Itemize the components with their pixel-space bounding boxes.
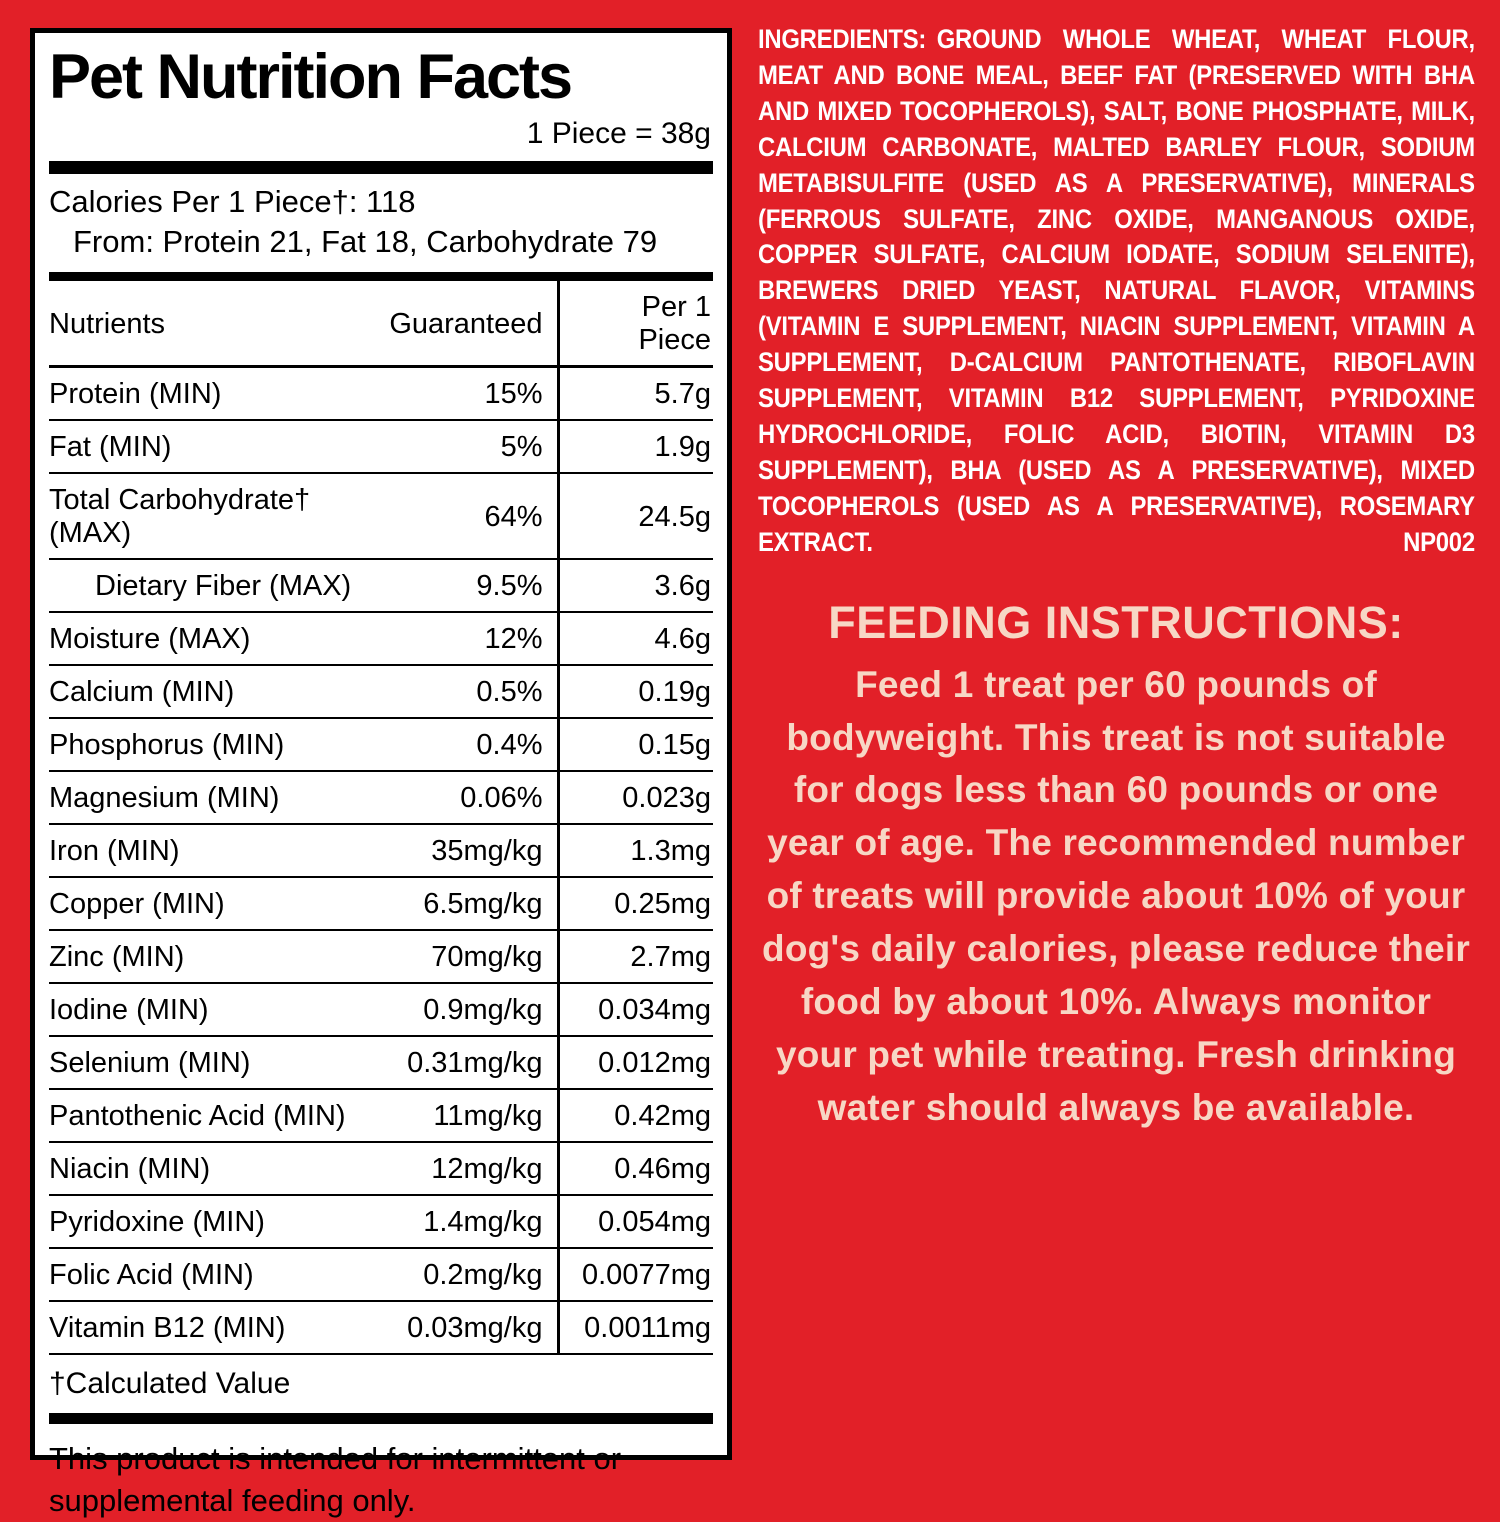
panel-title: Pet Nutrition Facts	[49, 42, 573, 112]
nutrient-per-piece-value: 0.0011mg	[556, 1301, 713, 1356]
nutrient-row: Magnesium (MIN) 0.06% 0.023g	[49, 771, 713, 826]
calories-line: Calories Per 1 Piece†: 118	[49, 184, 416, 220]
nutrient-per-piece-value: 0.023g	[556, 771, 713, 826]
nutrient-name: Magnesium (MIN)	[49, 771, 390, 826]
nutrient-name: Calcium (MIN)	[49, 665, 390, 720]
nutrient-per-piece-value: 2.7mg	[556, 930, 713, 985]
nutrient-guaranteed-value: 0.4%	[389, 718, 558, 773]
nutrient-name: Total Carbohydrate† (MAX)	[49, 473, 390, 561]
nutrition-facts-panel: Pet Nutrition Facts 1 Piece = 38g Calori…	[30, 28, 732, 1518]
nutrient-name: Zinc (MIN)	[49, 930, 390, 985]
nutrients-table-body: Protein (MIN) 15% 5.7g Fat (MIN) 5% 1.9g…	[49, 366, 713, 1356]
nutrient-row: Iodine (MIN) 0.9mg/kg 0.034mg	[49, 983, 713, 1038]
nutrient-guaranteed-value: 0.03mg/kg	[389, 1301, 558, 1356]
nutrient-name: Iron (MIN)	[49, 824, 390, 879]
feeding-instructions-text: Feed 1 treat per 60 pounds of bodyweight…	[762, 663, 1470, 1128]
nutrient-row: Moisture (MAX) 12% 4.6g	[49, 612, 713, 667]
nutrient-row: Dietary Fiber (MAX) 9.5% 3.6g	[49, 559, 713, 614]
nutrient-row: Niacin (MIN) 12mg/kg 0.46mg	[49, 1142, 713, 1197]
nutrient-per-piece-value: 0.054mg	[556, 1195, 713, 1250]
nutrient-name: Folic Acid (MIN)	[49, 1248, 390, 1303]
nutrient-per-piece-value: 0.15g	[556, 718, 713, 773]
nutrients-header-row: Nutrients Guaranteed Per 1 Piece	[49, 281, 713, 369]
nutrient-per-piece-value: 0.0077mg	[556, 1248, 713, 1303]
nutrient-per-piece-value: 1.9g	[556, 420, 713, 475]
nutrient-guaranteed-value: 11mg/kg	[389, 1089, 558, 1144]
nutrient-guaranteed-value: 0.31mg/kg	[389, 1036, 558, 1091]
nutrient-per-piece-value: 3.6g	[556, 559, 713, 614]
nutrient-row: Phosphorus (MIN) 0.4% 0.15g	[49, 718, 713, 773]
nutrient-name: Phosphorus (MIN)	[49, 718, 390, 773]
nutrient-per-piece-value: 1.3mg	[556, 824, 713, 879]
nutrients-table: Nutrients Guaranteed Per 1 Piece Protein…	[49, 281, 713, 1356]
nutrient-row: Calcium (MIN) 0.5% 0.19g	[49, 665, 713, 720]
nutrient-row: Pantothenic Acid (MIN) 11mg/kg 0.42mg	[49, 1089, 713, 1144]
thick-divider-bar	[49, 161, 713, 175]
intermittent-feeding-note: This product is intended for intermitten…	[49, 1441, 622, 1519]
nutrient-guaranteed-value: 70mg/kg	[389, 930, 558, 985]
feeding-instructions-title: FEEDING INSTRUCTIONS:	[828, 596, 1404, 648]
nutrient-row: Fat (MIN) 5% 1.9g	[49, 420, 713, 475]
nutrient-guaranteed-value: 64%	[389, 473, 558, 561]
nutrient-guaranteed-value: 0.06%	[389, 771, 558, 826]
nutrient-guaranteed-value: 0.2mg/kg	[389, 1248, 558, 1303]
nutrient-name: Pyridoxine (MIN)	[49, 1195, 390, 1250]
nutrient-per-piece-value: 0.012mg	[556, 1036, 713, 1091]
nutrient-per-piece-value: 0.19g	[556, 665, 713, 720]
nutrient-guaranteed-value: 12%	[389, 612, 558, 667]
nutrient-guaranteed-value: 6.5mg/kg	[389, 877, 558, 932]
nutrient-guaranteed-value: 0.5%	[389, 665, 558, 720]
nutrient-name: Moisture (MAX)	[49, 612, 390, 667]
medium-divider-bar	[49, 272, 713, 282]
header-per-piece: Per 1 Piece	[556, 281, 713, 369]
nutrient-name: Selenium (MIN)	[49, 1036, 390, 1091]
nutrient-row: Iron (MIN) 35mg/kg 1.3mg	[49, 824, 713, 879]
nutrient-row: Total Carbohydrate† (MAX) 64% 24.5g	[49, 473, 713, 561]
nutrient-name: Protein (MIN)	[49, 366, 390, 422]
product-code: NP002	[1403, 526, 1475, 557]
nutrient-per-piece-value: 0.42mg	[556, 1089, 713, 1144]
nutrient-row: Zinc (MIN) 70mg/kg 2.7mg	[49, 930, 713, 985]
ingredients-paragraph: INGREDIENTS: GROUND WHOLE WHEAT, WHEAT FL…	[758, 22, 1475, 561]
nutrient-row: Pyridoxine (MIN) 1.4mg/kg 0.054mg	[49, 1195, 713, 1250]
nutrient-name: Niacin (MIN)	[49, 1142, 390, 1197]
nutrient-per-piece-value: 0.46mg	[556, 1142, 713, 1197]
nutrient-guaranteed-value: 0.9mg/kg	[389, 983, 558, 1038]
nutrient-guaranteed-value: 5%	[389, 420, 558, 475]
nutrient-per-piece-value: 0.034mg	[556, 983, 713, 1038]
nutrient-name: Iodine (MIN)	[49, 983, 390, 1038]
nutrient-row: Copper (MIN) 6.5mg/kg 0.25mg	[49, 877, 713, 932]
nutrient-row: Vitamin B12 (MIN) 0.03mg/kg 0.0011mg	[49, 1301, 713, 1356]
nutrient-per-piece-value: 24.5g	[556, 473, 713, 561]
serving-size: 1 Piece = 38g	[526, 117, 711, 151]
nutrient-per-piece-value: 5.7g	[556, 366, 713, 422]
nutrient-per-piece-value: 4.6g	[556, 612, 713, 667]
nutrient-row: Protein (MIN) 15% 5.7g	[49, 366, 713, 422]
nutrient-row: Folic Acid (MIN) 0.2mg/kg 0.0077mg	[49, 1248, 713, 1303]
calories-from-line: From: Protein 21, Fat 18, Carbohydrate 7…	[73, 224, 658, 260]
nutrient-name: Fat (MIN)	[49, 420, 390, 475]
nutrient-guaranteed-value: 12mg/kg	[389, 1142, 558, 1197]
nutrient-guaranteed-value: 35mg/kg	[389, 824, 558, 879]
nutrient-name: Pantothenic Acid (MIN)	[49, 1089, 390, 1144]
ingredients-label: INGREDIENTS:	[758, 24, 927, 54]
right-column: INGREDIENTS: GROUND WHOLE WHEAT, WHEAT FL…	[758, 22, 1475, 1135]
bottom-divider-bar	[49, 1413, 713, 1425]
header-guaranteed: Guaranteed	[389, 281, 558, 369]
ingredients-text: GROUND WHOLE WHEAT, WHEAT FLOUR, MEAT AN…	[758, 24, 1475, 557]
nutrient-name: Vitamin B12 (MIN)	[49, 1301, 390, 1356]
nutrient-guaranteed-value: 1.4mg/kg	[389, 1195, 558, 1250]
calculated-value-footnote: †Calculated Value	[49, 1367, 291, 1401]
nutrient-name: Copper (MIN)	[49, 877, 390, 932]
nutrient-guaranteed-value: 15%	[389, 366, 558, 422]
nutrient-guaranteed-value: 9.5%	[389, 559, 558, 614]
header-nutrients: Nutrients	[49, 281, 390, 369]
nutrient-per-piece-value: 0.25mg	[556, 877, 713, 932]
nutrient-name: Dietary Fiber (MAX)	[49, 559, 390, 614]
nutrient-row: Selenium (MIN) 0.31mg/kg 0.012mg	[49, 1036, 713, 1091]
